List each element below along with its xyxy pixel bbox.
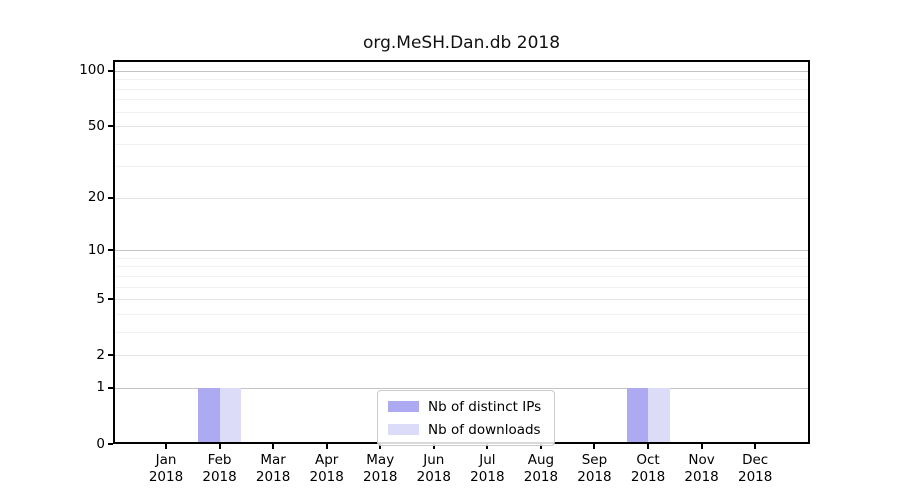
bar-distinct-ips <box>626 387 649 442</box>
legend-swatch-downloads <box>388 424 419 435</box>
plot-area <box>113 60 810 444</box>
x-axis-tick <box>432 444 435 449</box>
x-axis-tick-label: Aug 2018 <box>523 452 559 485</box>
gridline-minor <box>115 99 808 101</box>
legend-label-distinct-ips: Nb of distinct IPs <box>428 398 542 415</box>
x-axis-tick-label: Mar 2018 <box>255 452 291 485</box>
x-axis-tick-label: Sep 2018 <box>577 452 612 485</box>
legend-item-distinct-ips: Nb of distinct IPs <box>388 397 544 416</box>
gridline-minor <box>115 313 808 315</box>
gridline-minor <box>115 79 808 81</box>
legend: Nb of distinct IPs Nb of downloads <box>377 390 555 446</box>
x-axis-tick-label: Oct 2018 <box>630 452 666 485</box>
gridline-major <box>115 126 808 128</box>
bar-downloads <box>219 387 242 442</box>
gridline-decade <box>115 250 808 252</box>
legend-item-downloads: Nb of downloads <box>388 420 544 439</box>
gridline-minor <box>115 275 808 277</box>
y-axis-tick <box>108 196 113 199</box>
x-axis-tick <box>218 444 221 449</box>
gridline-minor <box>115 88 808 90</box>
x-axis-tick <box>379 444 382 449</box>
gridline-minor <box>115 266 808 268</box>
x-axis-tick-label: May 2018 <box>363 452 398 485</box>
y-axis-tick-label: 10 <box>87 241 105 258</box>
legend-swatch-distinct-ips <box>388 401 419 412</box>
legend-label-downloads: Nb of downloads <box>428 421 541 438</box>
gridline-minor <box>115 143 808 145</box>
gridline-decade <box>115 387 808 389</box>
gridline-minor <box>115 166 808 168</box>
x-axis-tick <box>539 444 542 449</box>
x-axis-tick <box>272 444 275 449</box>
bar-downloads <box>648 387 670 442</box>
chart-title: org.MeSH.Dan.db 2018 <box>362 33 561 53</box>
y-axis-tick <box>108 249 113 252</box>
y-axis-tick-label: 5 <box>96 290 105 307</box>
gridline-decade <box>115 70 808 72</box>
x-axis-tick-label: Jun 2018 <box>416 452 451 485</box>
gridline-major <box>115 299 808 301</box>
y-axis-tick <box>108 354 113 357</box>
gridline-minor <box>115 111 808 113</box>
gridline-minor <box>115 286 808 288</box>
x-axis-tick <box>593 444 596 449</box>
y-axis-tick <box>108 125 113 128</box>
gridline-major <box>115 355 808 357</box>
gridline-major <box>115 197 808 199</box>
x-axis-tick <box>165 444 167 449</box>
x-axis-tick <box>754 444 757 449</box>
x-axis-tick-label: Nov 2018 <box>684 452 719 485</box>
y-axis-tick <box>108 443 113 445</box>
x-axis-tick-label: Apr 2018 <box>309 452 344 485</box>
y-axis-tick <box>108 69 113 72</box>
y-axis-tick-label: 0 <box>96 435 105 452</box>
bar-distinct-ips <box>198 387 220 442</box>
y-axis-tick-label: 1 <box>96 379 105 396</box>
x-axis-tick-label: Jan 2018 <box>148 452 184 485</box>
x-axis-tick-label: Feb 2018 <box>202 452 237 485</box>
y-axis-tick-label: 20 <box>87 189 105 206</box>
y-axis-tick-label: 2 <box>96 346 105 363</box>
y-axis-tick <box>108 386 113 389</box>
x-axis-tick <box>486 444 489 449</box>
x-axis-tick <box>647 444 650 449</box>
x-axis-tick-label: Dec 2018 <box>737 452 773 485</box>
y-axis-tick-label: 100 <box>79 62 105 79</box>
y-axis-tick-label: 50 <box>87 117 105 134</box>
gridline-minor <box>115 331 808 333</box>
x-axis-tick <box>700 444 703 449</box>
x-axis-tick-label: Jul 2018 <box>470 452 505 485</box>
gridline-minor <box>115 257 808 259</box>
y-axis-tick <box>108 298 113 301</box>
x-axis-tick <box>325 444 328 449</box>
